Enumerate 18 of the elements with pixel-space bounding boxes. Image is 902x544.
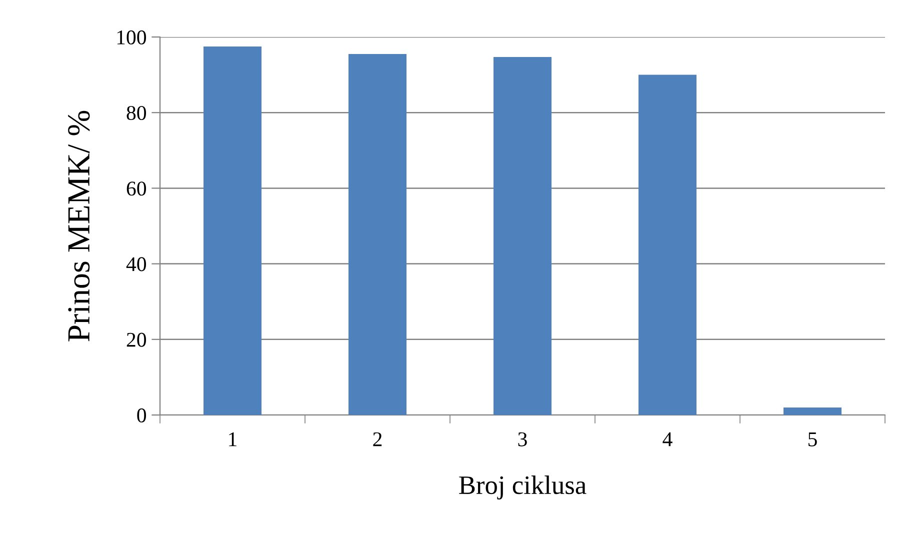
bar bbox=[348, 54, 406, 415]
y-tick-label: 0 bbox=[137, 408, 146, 422]
y-tick-label: 100 bbox=[117, 30, 146, 44]
bar bbox=[638, 74, 696, 415]
bar bbox=[204, 46, 262, 415]
bar bbox=[784, 407, 842, 415]
y-tick-label: 40 bbox=[126, 257, 146, 272]
bar bbox=[494, 57, 552, 415]
x-tick-label: 2 bbox=[373, 432, 382, 446]
y-tick-label: 80 bbox=[126, 106, 146, 120]
x-tick-label: 4 bbox=[662, 432, 672, 446]
y-axis-title: Prinos MEMK/ % bbox=[68, 110, 90, 342]
x-axis-title: Broj ciklusa bbox=[459, 476, 586, 500]
x-tick-label: 3 bbox=[518, 432, 527, 446]
y-tick-label: 60 bbox=[126, 182, 146, 196]
x-tick-label: 5 bbox=[808, 432, 817, 446]
x-tick-label: 1 bbox=[229, 432, 236, 446]
y-tick-label: 20 bbox=[126, 332, 146, 347]
